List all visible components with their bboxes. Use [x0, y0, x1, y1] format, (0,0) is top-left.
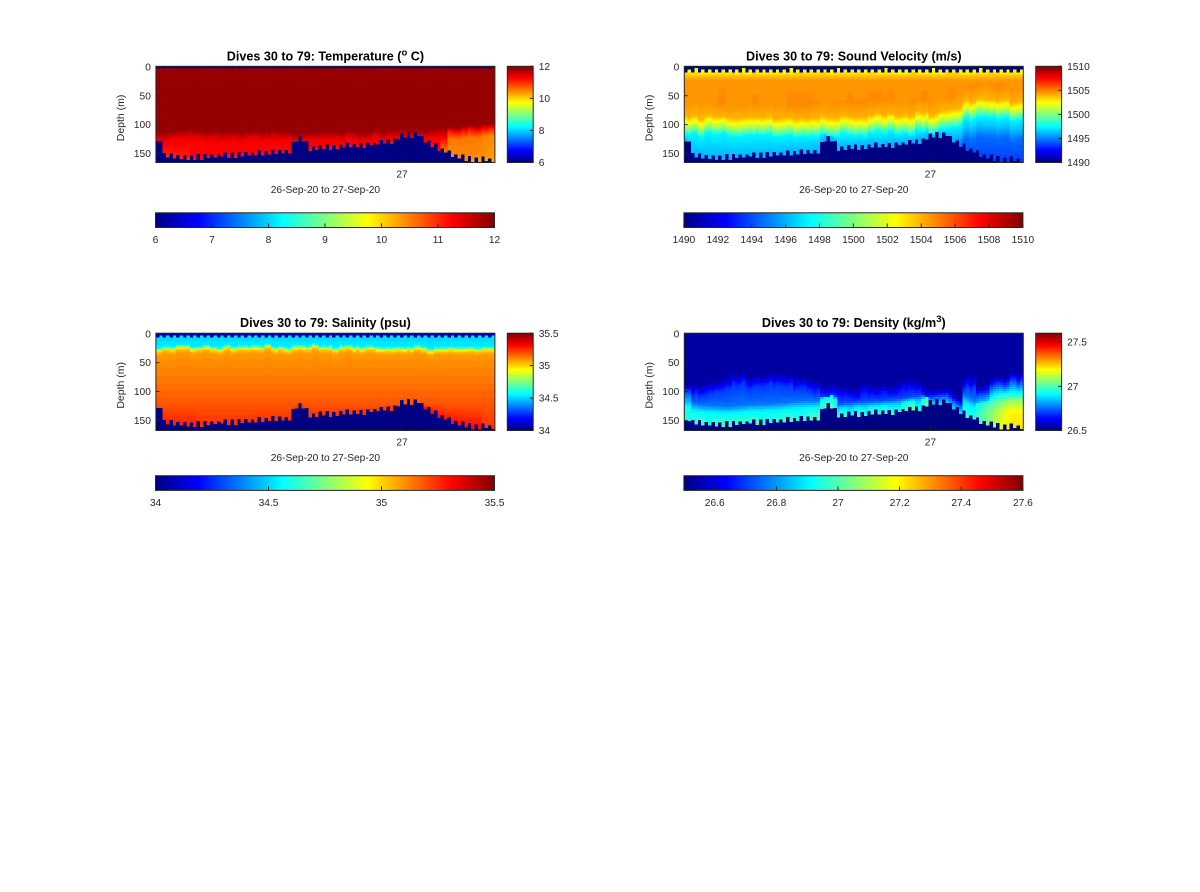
svg-text:Depth (m): Depth (m)	[643, 362, 655, 409]
svg-text:100: 100	[134, 120, 151, 131]
svg-text:1492: 1492	[706, 235, 729, 246]
svg-text:12: 12	[539, 62, 551, 73]
svg-text:Depth (m): Depth (m)	[643, 95, 655, 142]
svg-text:150: 150	[134, 149, 151, 160]
svg-text:27.2: 27.2	[890, 498, 910, 509]
svg-text:50: 50	[140, 358, 152, 369]
svg-text:27.5: 27.5	[1067, 338, 1087, 349]
svg-text:6: 6	[539, 158, 545, 169]
svg-text:27.6: 27.6	[1013, 498, 1033, 509]
svg-text:27: 27	[396, 170, 408, 181]
svg-text:9: 9	[322, 235, 328, 246]
svg-text:26-Sep-20 to 27-Sep-20: 26-Sep-20 to 27-Sep-20	[799, 453, 909, 464]
svg-text:100: 100	[662, 120, 679, 131]
svg-text:1494: 1494	[740, 235, 763, 246]
svg-text:100: 100	[134, 387, 151, 398]
svg-text:35.5: 35.5	[539, 329, 559, 340]
svg-text:1496: 1496	[774, 235, 797, 246]
svg-text:27: 27	[396, 438, 408, 449]
svg-text:1508: 1508	[978, 235, 1001, 246]
svg-text:Dives 30 to 79: Density (kg/m3: Dives 30 to 79: Density (kg/m3)	[762, 314, 946, 330]
svg-text:1510: 1510	[1012, 235, 1035, 246]
svg-text:0: 0	[674, 329, 680, 340]
svg-text:50: 50	[668, 91, 680, 102]
svg-text:35: 35	[539, 361, 551, 372]
svg-text:34.5: 34.5	[259, 498, 279, 509]
svg-text:26.6: 26.6	[705, 498, 725, 509]
svg-text:27: 27	[925, 170, 937, 181]
svg-text:35.5: 35.5	[485, 498, 505, 509]
svg-text:Depth (m): Depth (m)	[115, 95, 127, 142]
svg-text:8: 8	[266, 235, 272, 246]
svg-text:26-Sep-20 to 27-Sep-20: 26-Sep-20 to 27-Sep-20	[271, 453, 381, 464]
svg-text:50: 50	[140, 91, 152, 102]
svg-text:27: 27	[832, 498, 844, 509]
svg-text:26-Sep-20 to 27-Sep-20: 26-Sep-20 to 27-Sep-20	[271, 185, 381, 196]
svg-text:1490: 1490	[1067, 158, 1090, 169]
svg-text:1505: 1505	[1067, 86, 1090, 97]
svg-text:1504: 1504	[910, 235, 933, 246]
svg-text:6: 6	[153, 235, 159, 246]
svg-text:0: 0	[145, 62, 151, 73]
svg-text:1495: 1495	[1067, 134, 1090, 145]
svg-text:1510: 1510	[1067, 62, 1090, 73]
svg-text:150: 150	[134, 416, 151, 427]
svg-text:34.5: 34.5	[539, 394, 559, 405]
svg-text:10: 10	[539, 94, 551, 105]
svg-text:34: 34	[150, 498, 162, 509]
svg-text:10: 10	[376, 235, 388, 246]
svg-text:11: 11	[433, 235, 444, 246]
svg-text:Dives 30 to 79: Temperature (o: Dives 30 to 79: Temperature (o C)	[227, 47, 424, 63]
svg-text:100: 100	[662, 387, 679, 398]
svg-text:0: 0	[674, 62, 680, 73]
svg-text:26.8: 26.8	[766, 498, 786, 509]
svg-text:34: 34	[539, 426, 551, 437]
svg-text:27.4: 27.4	[951, 498, 971, 509]
svg-text:12: 12	[489, 235, 501, 246]
svg-text:27: 27	[1067, 382, 1079, 393]
svg-text:Dives 30 to 79: Sound Velocity: Dives 30 to 79: Sound Velocity (m/s)	[746, 49, 962, 63]
svg-text:Dives 30 to 79: Salinity (psu): Dives 30 to 79: Salinity (psu)	[240, 316, 411, 330]
svg-text:1500: 1500	[1067, 110, 1090, 121]
svg-text:1490: 1490	[673, 235, 696, 246]
svg-text:26.5: 26.5	[1067, 426, 1087, 437]
svg-text:1498: 1498	[808, 235, 831, 246]
svg-text:1500: 1500	[842, 235, 865, 246]
svg-text:7: 7	[209, 235, 215, 246]
svg-text:1506: 1506	[944, 235, 967, 246]
svg-text:8: 8	[539, 126, 545, 137]
svg-text:150: 150	[662, 416, 679, 427]
svg-text:1502: 1502	[876, 235, 899, 246]
svg-text:50: 50	[668, 358, 680, 369]
svg-text:27: 27	[925, 438, 937, 449]
svg-text:35: 35	[376, 498, 388, 509]
svg-text:0: 0	[145, 329, 151, 340]
svg-text:150: 150	[662, 149, 679, 160]
svg-text:26-Sep-20 to 27-Sep-20: 26-Sep-20 to 27-Sep-20	[799, 185, 909, 196]
svg-text:Depth (m): Depth (m)	[115, 362, 127, 409]
